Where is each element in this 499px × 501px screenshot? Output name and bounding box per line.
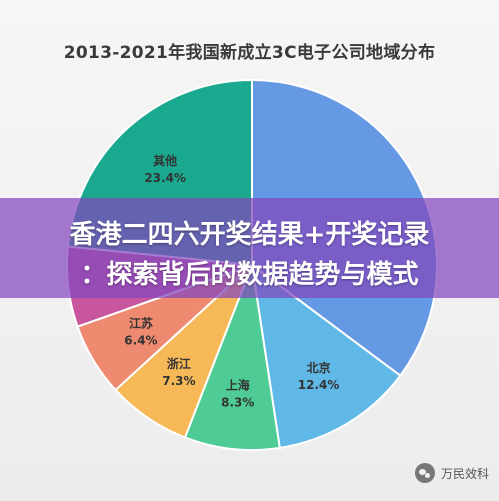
pie-slice-2: [183, 261, 281, 451]
slice-value-label: 7.3%: [162, 374, 195, 388]
watermark: 万民效科: [414, 463, 489, 483]
wechat-icon: [414, 463, 435, 483]
watermark-text: 万民效科: [440, 466, 489, 481]
slice-label: 江苏: [129, 316, 153, 331]
slice-label: 上海: [226, 378, 250, 393]
slice-value-label: 6.4%: [124, 334, 157, 348]
overlay-headline-1: 香港二四六开奖结果+开奖记录: [69, 220, 430, 250]
overlay-banner: 香港二四六开奖结果+开奖记录 ：探索背后的数据趋势与模式: [0, 198, 499, 298]
slice-value-label: 23.4%: [144, 171, 186, 185]
slice-value-label: 12.4%: [298, 378, 340, 392]
slice-label: 其他: [153, 153, 177, 168]
pie-slice-1: [250, 262, 402, 450]
overlay-headline-2: ：探索背后的数据趋势与模式: [80, 260, 419, 290]
chart-title: 2013-2021年我国新成立3C电子公司地域分布: [63, 43, 436, 63]
slice-label: 浙江: [167, 356, 191, 371]
slice-label: 北京: [307, 360, 331, 375]
slice-value-label: 8.3%: [221, 396, 254, 410]
